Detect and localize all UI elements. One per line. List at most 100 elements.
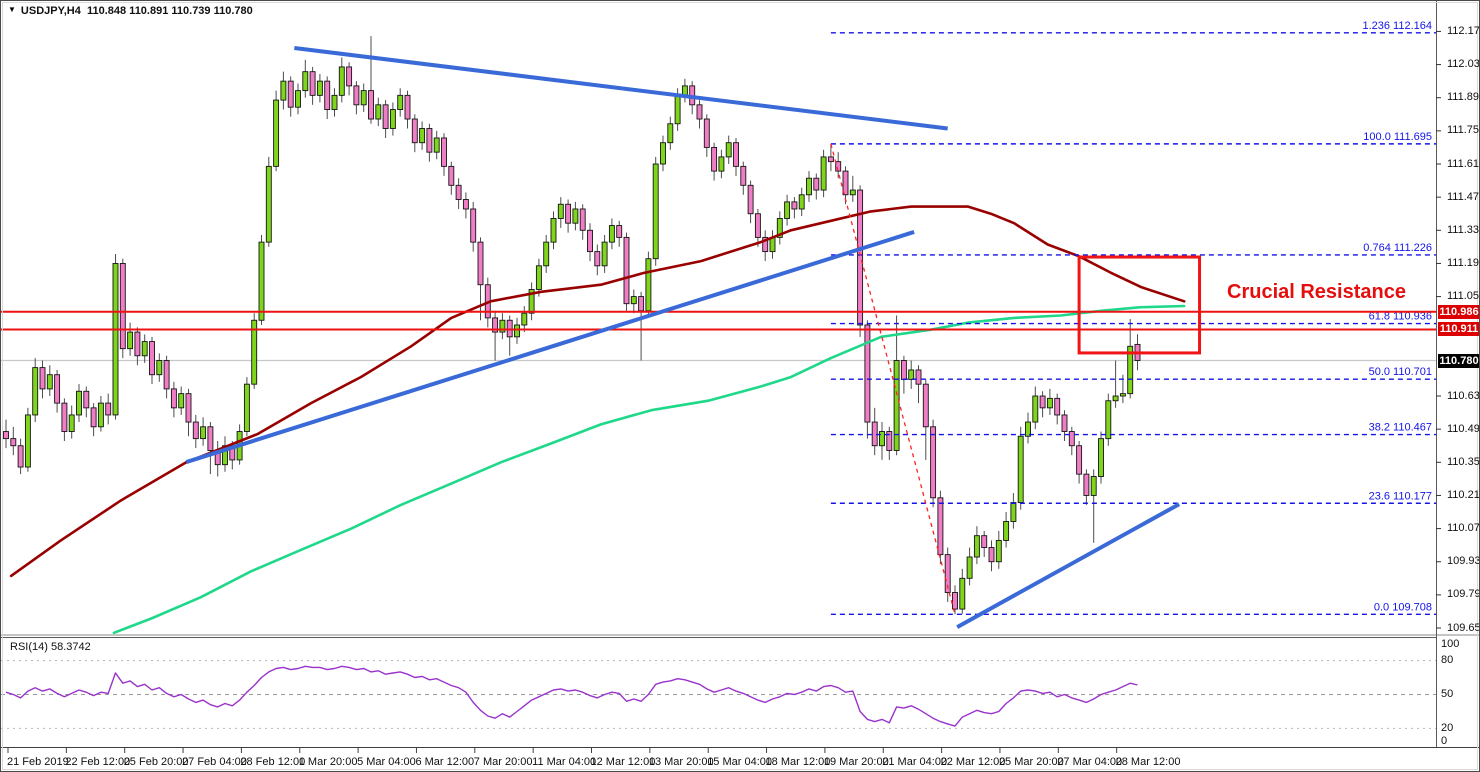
candle-bull <box>543 241 550 267</box>
candle-bear <box>871 421 878 447</box>
candle-bull <box>959 577 966 610</box>
price-axis-label: 110.210 <box>1447 488 1480 501</box>
candle-bull <box>660 142 666 165</box>
candle-bull <box>97 402 104 428</box>
candle-bull <box>798 194 805 210</box>
candle-bear <box>565 203 572 224</box>
candle-bull <box>1119 393 1126 397</box>
candle-bear <box>747 184 754 215</box>
candle-bull <box>645 258 652 312</box>
rsi-axis-label: 0 <box>1441 734 1448 747</box>
time-axis-label: 28 Mar 12:00 <box>1115 756 1181 768</box>
candle-bull <box>893 360 900 451</box>
time-axis-label: 5 Mar 04:00 <box>357 756 416 768</box>
time-axis-label: 18 Mar 12:00 <box>765 756 831 768</box>
candle-bear <box>594 251 601 267</box>
candle-bear <box>163 360 170 390</box>
crucial-resistance-annotation: Crucial Resistance <box>1227 281 1406 303</box>
candle-bear <box>696 104 703 120</box>
candle-bear <box>17 445 24 468</box>
candle-bull <box>1112 395 1119 402</box>
candle-bear <box>368 90 374 120</box>
candle-bull <box>389 109 396 129</box>
candle-bull <box>908 369 915 380</box>
candle-bear <box>324 80 331 111</box>
price-tag: 110.911 <box>1438 322 1479 337</box>
candle-bear <box>900 360 907 380</box>
candle-bear <box>857 189 864 326</box>
candle-bear <box>185 393 192 423</box>
candle-bear <box>827 156 834 163</box>
candle-bull <box>1127 345 1134 395</box>
ohlc-values: 110.848 110.891 110.739 110.780 <box>86 5 253 17</box>
candle-bull <box>1090 476 1097 496</box>
candle-bear <box>754 213 761 238</box>
price-axis-label: 109.790 <box>1447 588 1479 601</box>
candle-bull <box>1046 397 1053 409</box>
candle-bear <box>411 118 418 144</box>
candle-bull <box>849 189 856 196</box>
candle-bull <box>535 265 542 290</box>
price-axis-label: 111.190 <box>1447 256 1480 269</box>
price-axis-label: 110.490 <box>1447 422 1480 435</box>
candle-bear <box>1076 445 1083 475</box>
candle-bear <box>579 208 586 231</box>
fib-level-label: 50.0 110.701 <box>1369 366 1432 378</box>
candle-bear <box>90 407 97 428</box>
candle-bear <box>54 374 61 404</box>
candle-bull <box>608 225 615 243</box>
price-axis-label: 110.350 <box>1447 455 1480 468</box>
candle-bear <box>477 241 484 286</box>
candle-bull <box>331 94 338 111</box>
candle-bear <box>1083 473 1090 496</box>
candle-bull <box>258 241 265 321</box>
candle-bull <box>806 177 812 196</box>
rsi-axis-label: 50 <box>1441 688 1454 700</box>
candle-bear <box>915 369 922 385</box>
candle-bear <box>711 146 718 172</box>
candle-bull <box>820 156 827 191</box>
candle-bull <box>725 142 732 158</box>
time-axis-label: 25 Feb 20:00 <box>123 756 189 768</box>
price-axis-label: 112.170 <box>1447 24 1480 37</box>
candle-bull <box>776 218 783 238</box>
candle-bear <box>733 142 739 167</box>
rsi-pane[interactable] <box>1 660 1436 729</box>
candle-bull <box>879 431 885 447</box>
candle-bull <box>316 80 323 96</box>
rsi-value: 58.3742 <box>50 641 91 653</box>
candle-bull <box>24 414 31 468</box>
price-axis-label: 111.890 <box>1447 91 1480 104</box>
candle-bear <box>39 367 46 390</box>
time-axis-label: 22 Mar 12:00 <box>940 756 1006 768</box>
time-axis-label: 21 Feb 2019 <box>7 756 69 768</box>
candle-bear <box>170 388 177 409</box>
price-pane[interactable]: 1.236 112.164 100.0 111.695 0.764 111.226 6… <box>1 20 1436 634</box>
rsi-line <box>5 665 1138 727</box>
symbol-timeframe: USDJPY,H4 <box>20 5 81 17</box>
price-axis-label: 112.030 <box>1447 58 1480 71</box>
candle-bull <box>112 262 119 416</box>
trendline <box>956 502 1181 629</box>
candle-bull <box>995 539 1002 563</box>
candle-bull <box>127 331 134 350</box>
candle-bull <box>1003 521 1010 541</box>
candle-bear <box>134 331 141 357</box>
price-axis-label: 110.630 <box>1447 389 1480 402</box>
candle-bull <box>302 71 309 92</box>
candle-bull <box>273 99 280 167</box>
candle-bull <box>76 390 82 416</box>
candle-bull <box>572 208 579 224</box>
candle-bull <box>265 165 272 243</box>
candle-bear <box>470 208 477 243</box>
time-axis-label: 6 Mar 12:00 <box>415 756 475 768</box>
candle-bear <box>426 128 433 153</box>
candle-bull <box>1017 435 1024 503</box>
candle-bear <box>1061 414 1068 432</box>
time-axis-label: 22 Feb 12:00 <box>65 756 131 768</box>
candle-bull <box>200 426 207 440</box>
candle-bear <box>1068 431 1075 447</box>
chart-dropdown-arrow-icon[interactable]: ▼ <box>8 5 16 14</box>
candle-bear <box>922 383 929 428</box>
